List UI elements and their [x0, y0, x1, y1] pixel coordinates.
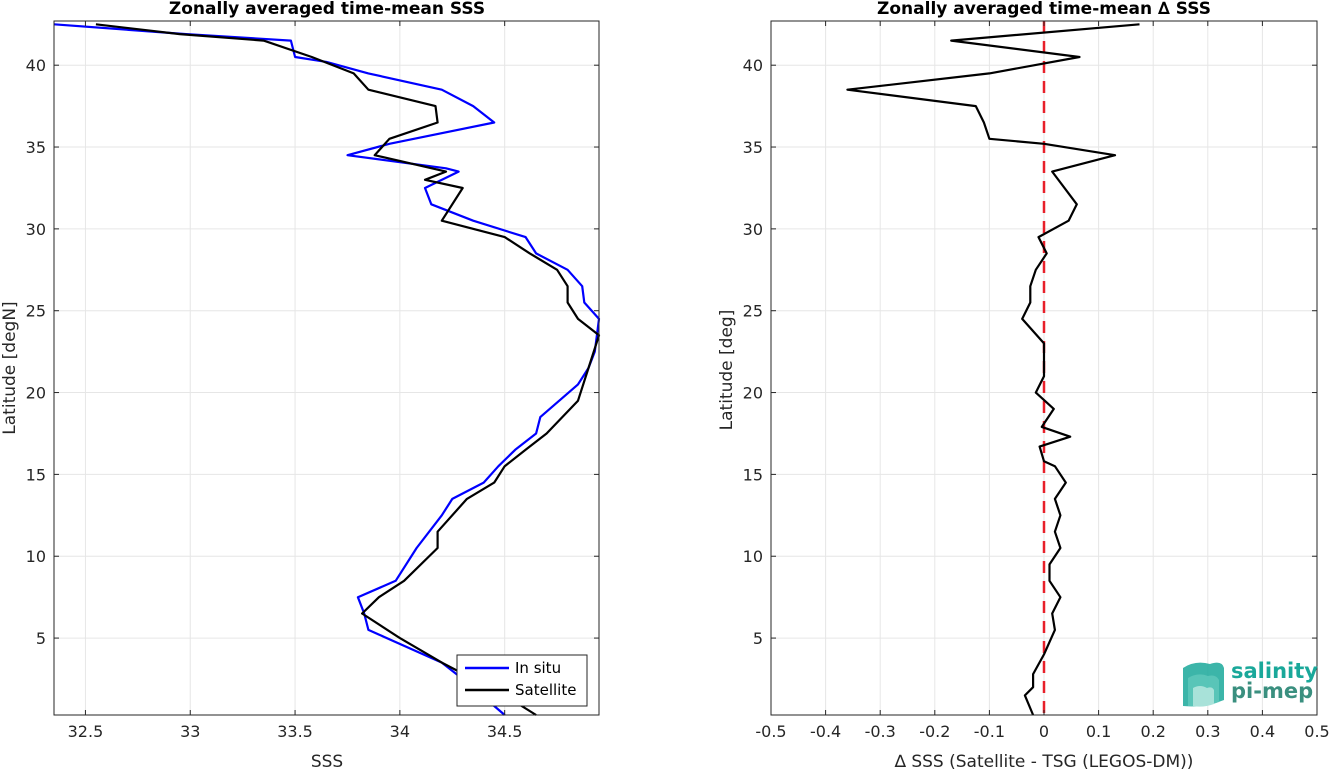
left-y-tick-label: 40 — [26, 56, 46, 75]
left-chart-title: Zonally averaged time-mean SSS — [169, 0, 485, 19]
right-y-tick-label: 35 — [743, 138, 763, 157]
left-x-ticks: 32.5 33 33.5 34 34.5 — [68, 21, 523, 741]
right-series-group — [846, 23, 1140, 716]
legend: In situ Satellite — [456, 654, 588, 707]
left-y-tick-label: 5 — [36, 629, 46, 648]
right-x-axis-label: ∆ SSS (Satellite - TSG (LEGOS-DM)) — [894, 752, 1194, 769]
right-panel: Zonally averaged time-mean ∆ SSS -0.5 -0.… — [717, 0, 1330, 769]
logo-wave-icon — [1183, 662, 1224, 707]
left-panel: Zonally averaged time-mean SSS 32.5 33 33.… — [0, 0, 601, 769]
left-y-tick-label: 15 — [26, 465, 46, 484]
right-y-tick-label: 10 — [743, 547, 763, 566]
legend-satellite-label: Satellite — [515, 681, 576, 699]
legend-in-situ-label: In situ — [515, 659, 561, 677]
right-x-tick-label: 0.2 — [1140, 722, 1165, 741]
right-y-tick-label: 30 — [743, 220, 763, 239]
left-x-tick-label: 33 — [180, 722, 200, 741]
left-x-axis-label: SSS — [311, 752, 343, 769]
salinity-pi-mep-logo: salinity pi-mep — [1183, 659, 1318, 707]
left-line-in-situ — [53, 23, 601, 716]
left-plot-area — [54, 21, 599, 715]
left-y-tick-label: 20 — [26, 384, 46, 403]
left-x-tick-label: 34 — [390, 722, 410, 741]
left-series-group — [53, 23, 601, 716]
right-x-tick-label: 0.3 — [1195, 722, 1220, 741]
right-chart-title: Zonally averaged time-mean ∆ SSS — [877, 0, 1211, 19]
left-x-tick-label: 33.5 — [277, 722, 313, 741]
right-line-series-0 — [846, 23, 1140, 716]
left-line-satellite — [95, 23, 601, 716]
right-x-tick-label: -0.1 — [974, 722, 1005, 741]
right-y-tick-label: 15 — [743, 465, 763, 484]
right-x-tick-label: -0.2 — [919, 722, 950, 741]
right-x-tick-label: 0 — [1039, 722, 1049, 741]
right-x-ticks: -0.5 -0.4 -0.3 -0.2 -0.1 0 0.1 0.2 0.3 0.4 0.5 — [755, 21, 1330, 741]
right-y-axis-label: Latitude [deg] — [717, 310, 737, 431]
right-x-tick-label: 0.4 — [1250, 722, 1275, 741]
right-x-tick-label: 0.5 — [1304, 722, 1329, 741]
right-x-tick-label: 0.1 — [1086, 722, 1111, 741]
right-y-tick-label: 25 — [743, 302, 763, 321]
left-y-tick-label: 35 — [26, 138, 46, 157]
left-y-axis-label: Latitude [degN] — [0, 301, 20, 434]
right-y-tick-label: 5 — [753, 629, 763, 648]
left-plot-frame — [53, 20, 600, 716]
legend-box — [456, 654, 588, 707]
right-y-tick-label: 20 — [743, 384, 763, 403]
right-x-tick-label: -0.3 — [865, 722, 896, 741]
left-x-tick-label: 34.5 — [487, 722, 523, 741]
left-y-tick-label: 10 — [26, 547, 46, 566]
right-x-tick-label: -0.4 — [810, 722, 841, 741]
right-x-tick-label: -0.5 — [755, 722, 786, 741]
left-x-tick-label: 32.5 — [68, 722, 104, 741]
right-y-ticks: 5 10 15 20 25 30 35 40 — [743, 56, 1317, 648]
left-grid — [54, 21, 599, 715]
left-y-ticks: 5 10 15 20 25 30 35 40 — [26, 56, 599, 648]
left-y-tick-label: 30 — [26, 220, 46, 239]
right-y-tick-label: 40 — [743, 56, 763, 75]
left-y-tick-label: 25 — [26, 302, 46, 321]
logo-line-1: salinity — [1231, 659, 1318, 683]
logo-line-2: pi-mep — [1231, 679, 1313, 703]
